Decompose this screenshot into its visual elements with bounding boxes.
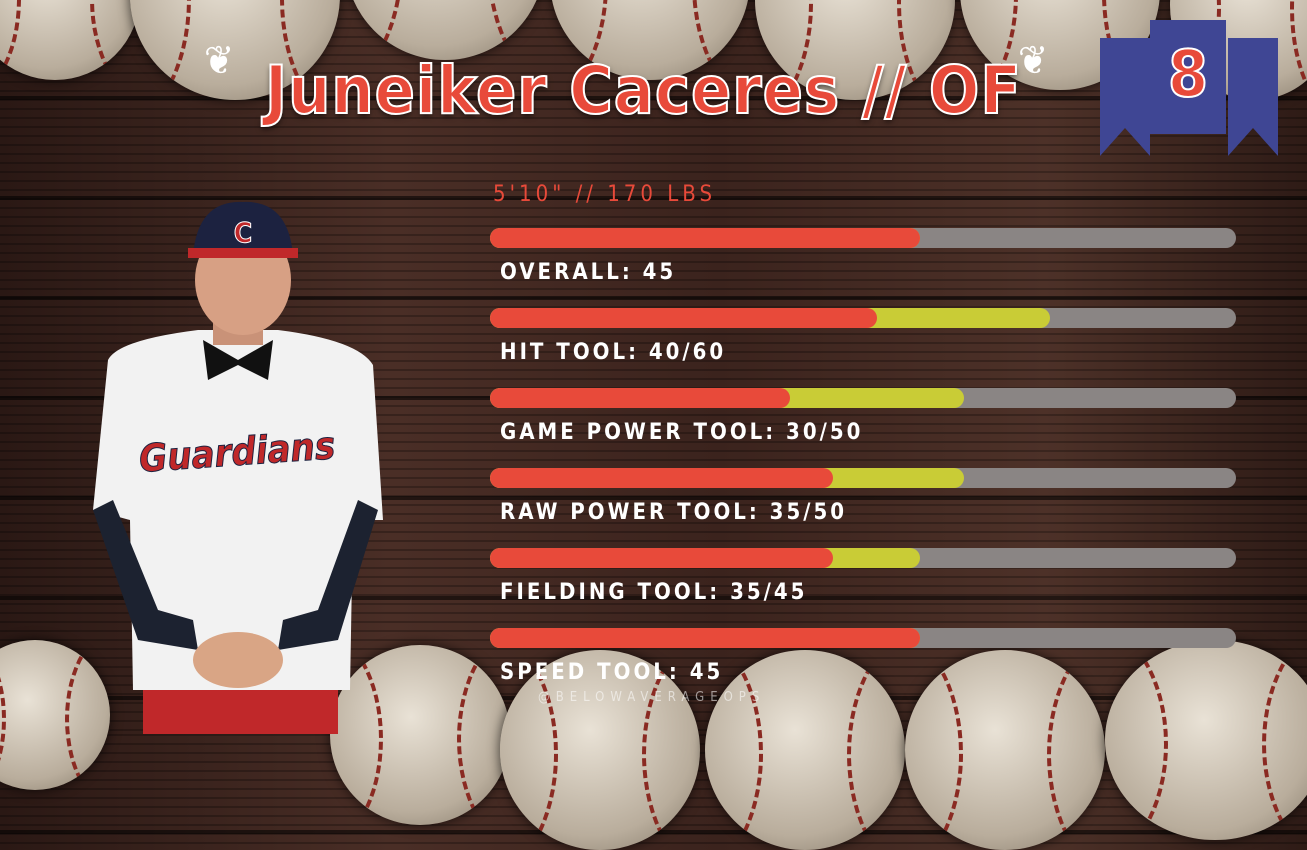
grade-label: RAW POWER TOOL: 35/50 [500,500,847,525]
cap-logo: C [234,216,252,249]
player-photo: C Guardians [93,201,383,734]
current-fill [490,468,834,488]
laurel-right-icon: ❦ [1018,38,1049,84]
jersey-number: 8 [1150,20,1226,134]
grade-label: SPEED TOOL: 45 [500,660,724,685]
current-fill [490,628,921,648]
watermark: @BELOWAVERAGEOPS [538,690,766,705]
measurements: 5'10" // 170 LBS [493,182,717,207]
grade-bar [490,228,1236,248]
grade-bar [490,548,1236,568]
grade-bar [490,468,1236,488]
grade-label: GAME POWER TOOL: 30/50 [500,420,864,445]
current-fill [490,228,921,248]
grade-bar [490,628,1236,648]
current-fill [490,388,791,408]
current-fill [490,548,834,568]
grade-label: HIT TOOL: 40/60 [500,340,727,365]
grade-bar [490,388,1236,408]
grade-bar [490,308,1236,328]
page-title: Juneiker Caceres // OF [264,51,1022,130]
current-fill [490,308,877,328]
laurel-left-icon: ❦ [204,38,235,84]
grade-label: OVERALL: 45 [500,260,677,285]
grade-label: FIELDING TOOL: 35/45 [500,580,808,605]
ribbon-icon [1100,38,1278,156]
